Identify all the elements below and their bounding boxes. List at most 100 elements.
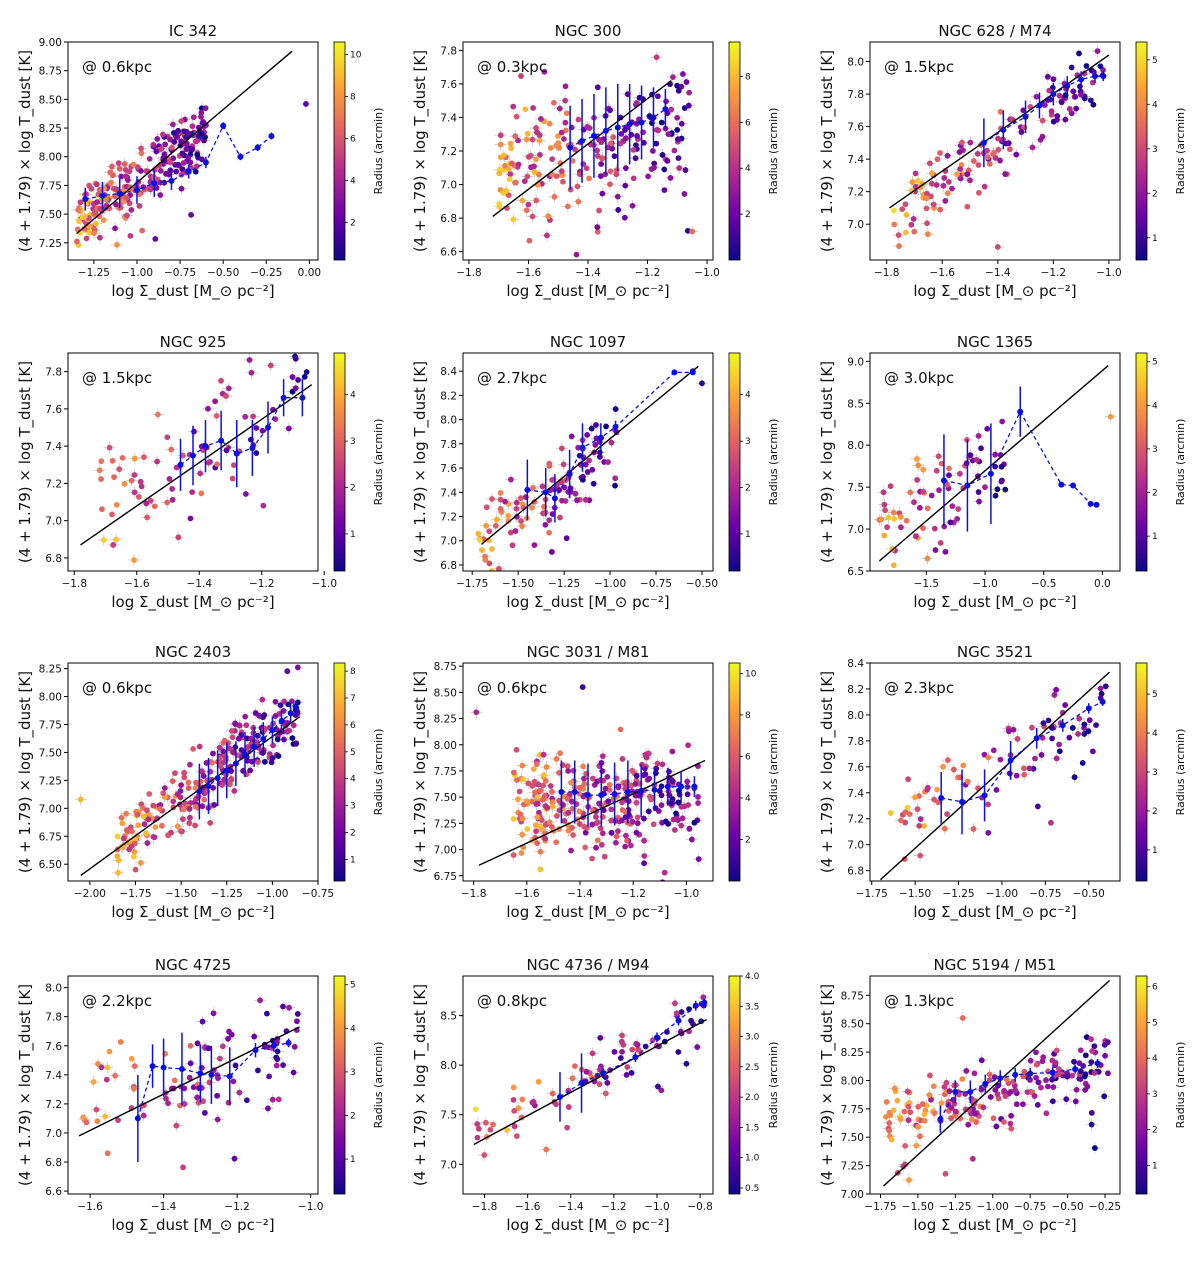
data-point [622,127,628,133]
data-point [633,100,640,106]
data-point [597,173,604,179]
data-point [146,155,153,162]
data-point [1080,1063,1087,1069]
data-point [479,547,485,554]
data-point [565,768,572,774]
data-point [103,1076,110,1083]
data-point [967,177,973,184]
data-point [189,123,196,130]
fit-line [879,671,1111,881]
data-point [572,146,578,153]
data-point [1089,748,1096,755]
data-point [688,836,695,843]
x-tick-label: −1.4 [187,578,213,590]
binned-median-point [285,1039,292,1046]
colorbar-tick-label: 2.0 [745,1093,760,1103]
data-point [570,832,576,838]
x-tick-label: −1.2 [601,1201,627,1213]
data-point [533,197,540,204]
data-point [490,1121,496,1128]
data-point [563,535,570,542]
data-point [531,542,538,549]
binned-median-point [218,437,225,444]
panel-title: NGC 4725 [155,956,231,974]
data-point [168,446,175,453]
data-point [913,533,919,540]
binned-median-point [1070,482,1077,489]
binned-median-point [982,1080,989,1087]
data-point [990,1115,997,1122]
data-point [976,498,982,505]
data-point [110,541,117,548]
data-point [512,179,518,186]
data-point [924,231,931,238]
data-point [575,116,582,123]
data-point [538,817,545,823]
data-point [946,472,952,479]
data-point [902,819,909,826]
data-point [920,525,926,532]
data-point [238,747,245,754]
data-point [546,529,552,536]
data-point [562,97,569,104]
colorbar-tick-label: 4 [1152,100,1158,110]
data-point [525,201,532,208]
data-point [175,162,181,168]
panel-ic-342: IC 342@ 0.6kpc−1.25 −1.00 −0.75 −0.50 −0.25 0… [16,22,385,301]
x-axis-label: log Σ_dust [M_⊙ pc⁻²] [111,282,274,301]
data-point [153,185,160,191]
data-point [986,161,993,167]
data-point [513,513,520,520]
data-point [141,821,148,828]
data-point [911,228,918,235]
data-point [230,1078,237,1085]
panel-title: NGC 925 [160,333,227,351]
data-point [524,130,531,137]
data-point [596,1081,603,1088]
data-point [529,213,536,220]
data-point [489,496,495,502]
data-point [659,761,666,768]
data-point [546,517,553,523]
data-point [652,805,659,812]
data-point [907,1109,914,1116]
data-point [937,206,944,213]
data-point [978,445,984,452]
data-point [1068,64,1075,71]
binned-median-point [1087,500,1094,507]
y-tick-label: 7.6 [440,79,457,91]
binned-median-point [293,704,300,711]
data-point [972,1110,978,1117]
data-point [654,760,661,767]
data-point [624,837,630,844]
data-point [915,177,921,184]
data-point [495,565,502,571]
data-point [255,1067,261,1074]
fit-line [878,365,1109,562]
data-point [160,790,167,797]
data-point [1088,1110,1095,1116]
axes-frame [869,662,1121,882]
resolution-annotation: @ 1.5kpc [884,58,954,76]
data-point [612,482,618,489]
colorbar [1135,662,1148,882]
data-point [933,467,940,474]
binned-median-point [701,999,708,1006]
data-point [604,773,611,780]
data-point [548,549,555,555]
data-point [913,1142,920,1149]
data-point [209,759,216,766]
data-point [187,1060,194,1067]
binned-median-point [197,1070,204,1077]
data-point [474,1121,481,1127]
binned-median-point [1017,408,1024,415]
x-tick-label: −1.00 [986,888,1018,900]
data-point [917,1133,923,1140]
data-point [621,214,628,221]
data-point [109,163,115,170]
data-point [553,756,560,762]
data-point [1050,76,1057,83]
data-point [284,668,291,675]
data-point [138,145,145,152]
